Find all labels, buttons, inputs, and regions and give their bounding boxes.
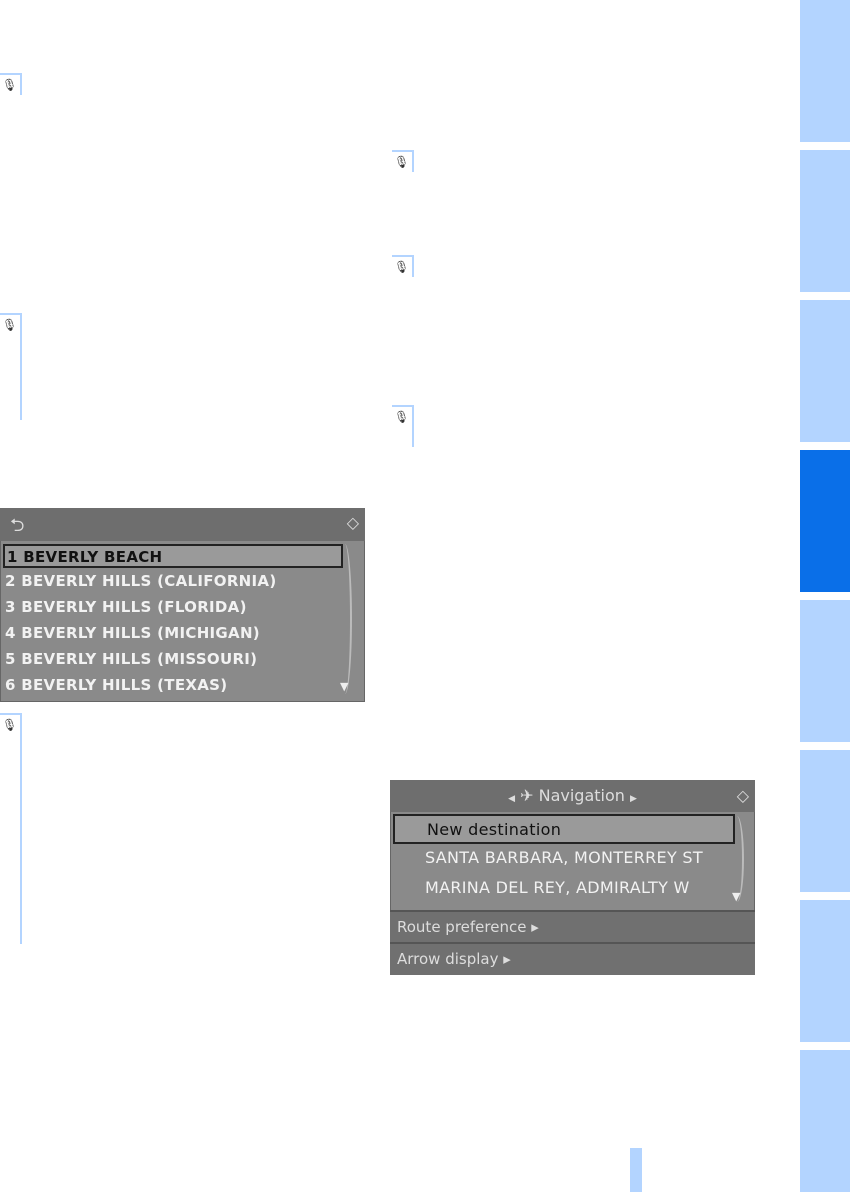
menu-item[interactable]: New destination [393,814,735,844]
controller-icon: ◇ [346,513,359,532]
voice-command-icon: 🎙 [392,150,414,172]
scrollbar[interactable] [730,816,744,902]
list-item[interactable]: 5 BEVERLY HILLS (MISSOURI) [5,650,258,668]
screen-header: ⮌ ◇ [0,508,365,541]
left-arrow-icon: ◀ [508,794,515,804]
menu-item[interactable]: SANTA BARBARA, MONTERREY ST [425,848,703,867]
side-tab-5[interactable] [800,600,850,742]
submenu-arrow-display[interactable]: Arrow display ▸ [390,942,755,975]
navigation-menu-screen: ◀ ✈ Navigation ▶ ◇ New destination SANTA … [390,780,755,975]
list-item[interactable]: 2 BEVERLY HILLS (CALIFORNIA) [5,572,277,590]
page-number-box [630,1148,642,1192]
side-tab-3[interactable] [800,300,850,442]
voice-command-icon: 🎙 [0,73,22,95]
side-tab-8[interactable] [800,1050,850,1192]
destination-list-screen: ⮌ ◇ 1 BEVERLY BEACH 2 BEVERLY HILLS (CALI… [0,508,365,702]
scrollbar[interactable] [338,544,352,694]
list-item[interactable]: 4 BEVERLY HILLS (MICHIGAN) [5,624,260,642]
menu-title: Navigation [538,786,625,805]
voice-command-icon: 🎙 [0,313,22,420]
screen-header: ◀ ✈ Navigation ▶ ◇ [390,780,755,812]
voice-command-icon: 🎙 [392,405,414,447]
voice-command-icon: 🎙 [392,255,414,277]
list-item[interactable]: 1 BEVERLY BEACH [3,544,343,568]
side-tab-6[interactable] [800,750,850,892]
side-tab-2[interactable] [800,150,850,292]
right-arrow-icon: ▶ [629,794,637,804]
satellite-icon: ✈ [520,786,534,805]
list-item[interactable]: 3 BEVERLY HILLS (FLORIDA) [5,598,247,616]
side-tab-1[interactable] [800,0,850,142]
voice-command-icon: 🎙 [0,713,22,944]
back-arrow-icon[interactable]: ⮌ [10,515,25,536]
list-item[interactable]: 6 BEVERLY HILLS (TEXAS) [5,676,228,694]
submenu-route-preference[interactable]: Route preference ▸ [390,910,755,942]
menu-item[interactable]: MARINA DEL REY, ADMIRALTY W [425,878,690,897]
controller-icon: ◇ [736,786,749,805]
scroll-down-icon: ▼ [340,680,349,693]
side-tab-4[interactable] [800,450,850,592]
scroll-down-icon: ▼ [732,890,741,903]
side-tab-7[interactable] [800,900,850,1042]
